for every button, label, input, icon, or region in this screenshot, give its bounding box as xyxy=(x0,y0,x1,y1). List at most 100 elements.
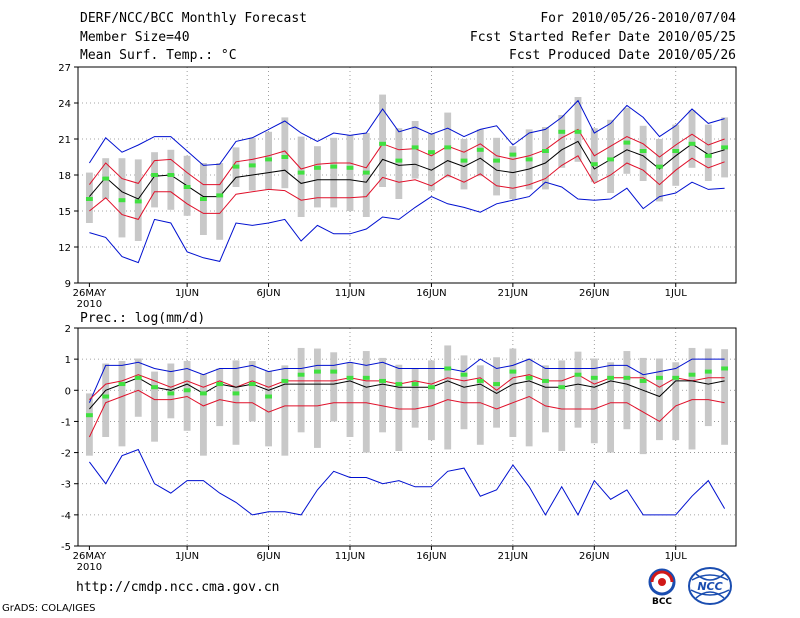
median-marker xyxy=(314,369,321,374)
quartile-bar xyxy=(411,121,419,179)
quartile-bar xyxy=(476,365,484,445)
median-marker xyxy=(574,372,582,377)
median-marker xyxy=(330,369,338,374)
quartile-bar xyxy=(428,360,435,441)
plot-frame xyxy=(77,327,737,547)
started-refer-date: Fcst Started Refer Date 2010/05/25 xyxy=(469,30,736,45)
quartile-bar xyxy=(118,158,126,238)
quartile-bar xyxy=(297,136,305,217)
median-marker xyxy=(395,382,403,387)
quartile-bar xyxy=(362,351,370,453)
quartile-bar xyxy=(590,358,598,444)
median-marker xyxy=(428,385,435,390)
quartile-bar xyxy=(379,357,386,433)
median-marker xyxy=(297,372,305,377)
y-tick-label: -5 xyxy=(61,542,71,553)
quartile-bar xyxy=(134,358,142,417)
median-marker xyxy=(574,129,582,134)
median-marker xyxy=(346,165,354,170)
ncc-logo: NCC xyxy=(688,567,732,605)
quartile-bar xyxy=(248,361,256,422)
source-url[interactable]: http://cmdp.ncc.cma.gov.cn xyxy=(76,580,280,595)
median-marker xyxy=(656,164,663,169)
x-tick-label: 26MAY xyxy=(73,551,107,562)
x-tick-label: 21JUN xyxy=(498,551,528,562)
series-line-min xyxy=(88,448,726,516)
median-marker xyxy=(639,378,647,383)
median-marker xyxy=(118,198,126,203)
quartile-bar xyxy=(704,348,712,427)
quartile-bar xyxy=(411,368,419,428)
median-marker xyxy=(623,140,631,145)
median-marker xyxy=(460,372,468,377)
quartile-bar xyxy=(346,362,354,437)
quartile-bar xyxy=(444,345,452,450)
y-tick-label: -4 xyxy=(61,511,71,522)
precip-panel-title: Prec.: log(mm/d) xyxy=(80,311,205,326)
y-tick-label: 12 xyxy=(58,243,71,254)
quartile-bar xyxy=(558,360,566,452)
median-marker xyxy=(199,197,207,201)
x-tick-label: 16JUN xyxy=(416,551,446,562)
median-marker xyxy=(493,382,500,387)
median-marker xyxy=(167,391,175,396)
bcc-logo: BCC xyxy=(648,568,676,606)
median-marker xyxy=(525,375,533,380)
variable-label: Mean Surf. Temp.: °C xyxy=(80,48,237,63)
x-tick-label: 26MAY xyxy=(73,288,107,299)
quartile-bar xyxy=(476,129,484,177)
quartile-bar xyxy=(85,393,93,456)
median-marker xyxy=(248,163,256,168)
median-marker xyxy=(85,413,93,418)
x-tick-year: 2010 xyxy=(77,299,102,310)
bcc-logo-text: BCC xyxy=(652,597,672,606)
median-marker xyxy=(167,173,175,177)
median-marker xyxy=(183,185,191,189)
y-tick-label: 27 xyxy=(58,63,71,74)
quartile-bar xyxy=(639,357,647,455)
series-line-lower xyxy=(88,389,725,438)
x-tick-label: 6JUN xyxy=(256,551,280,562)
quartile-bar xyxy=(330,137,338,208)
x-tick-label: 1JUN xyxy=(175,551,199,562)
y-tick-label: -3 xyxy=(61,480,71,491)
quartile-bar xyxy=(656,139,663,202)
median-marker xyxy=(134,199,142,204)
median-marker xyxy=(248,382,256,387)
x-tick-label: 26JUN xyxy=(579,288,609,299)
quartile-bar xyxy=(639,125,647,181)
median-marker xyxy=(476,147,484,152)
quartile-bar xyxy=(281,365,289,456)
produced-date: Fcst Produced Date 2010/05/26 xyxy=(509,48,736,63)
median-marker xyxy=(590,162,598,167)
median-marker xyxy=(281,155,289,159)
quartile-bar xyxy=(330,352,338,422)
median-marker xyxy=(688,372,696,377)
median-marker xyxy=(542,149,549,153)
median-marker xyxy=(362,170,370,175)
y-tick-label: 15 xyxy=(58,207,71,218)
quartile-bar xyxy=(688,347,696,450)
median-marker xyxy=(623,375,631,380)
median-marker xyxy=(85,197,93,201)
quartile-bar xyxy=(167,149,175,210)
ncc-logo-text: NCC xyxy=(697,580,722,593)
quartile-bar xyxy=(542,127,549,190)
quartile-bar xyxy=(574,351,582,428)
quartile-bar xyxy=(460,355,468,430)
quartile-bar xyxy=(395,128,403,199)
x-tick-label: 1JUL xyxy=(665,551,688,562)
quartile-bar xyxy=(558,115,566,168)
median-marker xyxy=(509,369,517,374)
member-size: Member Size=40 xyxy=(80,30,190,45)
median-marker xyxy=(379,378,386,383)
median-marker xyxy=(134,375,142,380)
median-marker xyxy=(362,375,370,380)
quartile-bar xyxy=(297,347,305,433)
median-marker xyxy=(542,378,549,383)
series-line-upper xyxy=(89,128,725,186)
median-marker xyxy=(232,164,240,169)
median-marker xyxy=(672,375,680,380)
y-tick-label: 2 xyxy=(65,324,71,335)
y-tick-label: 21 xyxy=(58,135,71,146)
